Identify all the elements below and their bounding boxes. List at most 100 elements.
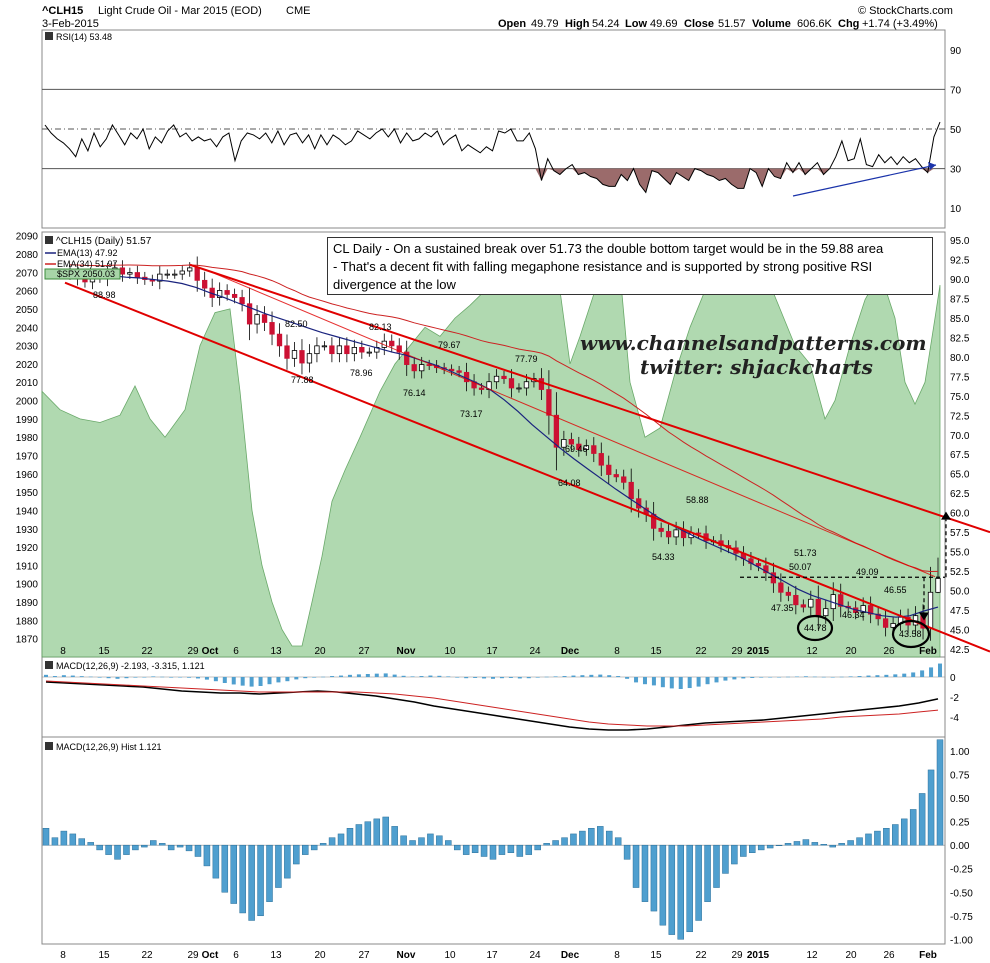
x-tick-label: 22 bbox=[695, 950, 707, 961]
high-value: 54.24 bbox=[592, 18, 620, 30]
x-tick-label: 15 bbox=[650, 646, 662, 657]
hist-bar bbox=[141, 844, 148, 848]
hist-bar bbox=[266, 844, 273, 902]
macd-mini-hist-bar bbox=[437, 675, 442, 677]
annotation-line2: - That's a decent fit with falling megap… bbox=[333, 259, 873, 274]
candle-body bbox=[613, 474, 619, 478]
spx-y-tick: 2090 bbox=[16, 232, 39, 243]
hist-bar bbox=[713, 844, 720, 888]
hist-bar bbox=[927, 769, 935, 846]
hist-bar bbox=[847, 840, 854, 846]
macd-mini-hist-bar bbox=[875, 675, 880, 677]
x-tick-label: 15 bbox=[98, 646, 110, 657]
candle-body bbox=[860, 605, 866, 613]
macd-mini-hist-bar bbox=[607, 675, 612, 677]
macd-mini-hist-bar bbox=[79, 676, 84, 677]
candle-body bbox=[538, 378, 545, 390]
candle-body bbox=[546, 389, 552, 416]
x-tick-label: 27 bbox=[358, 950, 370, 961]
macd-mini-hist-bar bbox=[151, 676, 156, 677]
price-label: 77.79 bbox=[515, 354, 538, 364]
candle-body bbox=[808, 598, 814, 608]
hist-bar bbox=[346, 828, 354, 846]
candle-body bbox=[755, 563, 762, 567]
hist-y-tick: -0.25 bbox=[950, 865, 973, 876]
candle-body bbox=[239, 297, 245, 305]
hist-bar bbox=[525, 844, 533, 855]
macd-mini-hist-bar bbox=[938, 663, 942, 677]
rsi-divergence-arrow bbox=[928, 162, 936, 170]
spx-y-tick: 1870 bbox=[16, 635, 39, 646]
hist-bar bbox=[114, 844, 121, 860]
hist-bar bbox=[757, 844, 765, 851]
x-tick-label: 20 bbox=[845, 950, 857, 961]
candle-body bbox=[404, 351, 410, 365]
candle-body bbox=[276, 333, 283, 347]
candle-body bbox=[179, 270, 185, 275]
macd-mini-hist-bar bbox=[285, 677, 290, 682]
price-y-tick: 42.5 bbox=[950, 645, 970, 656]
hist-y-tick: -0.75 bbox=[950, 912, 973, 923]
price-label: 88.98 bbox=[93, 290, 116, 300]
candle-body bbox=[508, 378, 515, 389]
hist-bar bbox=[78, 838, 86, 846]
price-y-tick: 77.5 bbox=[950, 372, 970, 383]
x-tick-label: 26 bbox=[883, 646, 895, 657]
chart-date: 3-Feb-2015 bbox=[42, 18, 99, 30]
ema13-line bbox=[69, 270, 939, 618]
hist-bar bbox=[355, 824, 363, 846]
hist-bar bbox=[829, 844, 836, 848]
hist-bar bbox=[462, 844, 470, 855]
hist-bar bbox=[802, 839, 810, 846]
hist-bar bbox=[427, 833, 434, 846]
price-y-tick: 90.0 bbox=[950, 275, 970, 286]
x-tick-label: 29 bbox=[731, 950, 743, 961]
rsi-y-tick: 90 bbox=[950, 46, 962, 57]
price-label: 64.08 bbox=[558, 478, 581, 488]
hist-bar bbox=[909, 809, 917, 846]
candle-body bbox=[284, 345, 290, 359]
spx-y-tick: 2080 bbox=[16, 250, 39, 261]
candle-body bbox=[261, 314, 268, 323]
x-tick-label: 12 bbox=[806, 950, 818, 961]
symbol: ^CLH15 bbox=[42, 5, 83, 17]
hist-bar bbox=[489, 844, 497, 860]
macd-mini-hist-bar bbox=[124, 677, 129, 679]
macd-mini-hist-bar bbox=[580, 675, 585, 677]
rsi-line bbox=[44, 121, 941, 194]
spx-y-tick: 1880 bbox=[16, 616, 39, 627]
candle-body bbox=[164, 273, 170, 276]
low-circle-2 bbox=[891, 619, 931, 649]
macd-line bbox=[45, 681, 939, 731]
hist-bar bbox=[275, 844, 282, 888]
macd-mini-hist-bar bbox=[911, 672, 916, 677]
macd-mini-hist-bar bbox=[169, 677, 174, 678]
macd-mini-hist-bar bbox=[768, 677, 773, 678]
macd-mini-hist-bar bbox=[517, 677, 522, 679]
spx-y-tick: 2070 bbox=[16, 268, 39, 279]
x-tick-label: Nov bbox=[397, 646, 416, 657]
hist-bar bbox=[364, 821, 372, 846]
macd-mini-hist-bar bbox=[61, 675, 66, 677]
hist-bar bbox=[257, 844, 264, 917]
macd-mini-hist-bar bbox=[866, 675, 871, 677]
chg-label: Chg bbox=[838, 18, 859, 30]
low-circle-1 bbox=[796, 614, 834, 642]
candle-body bbox=[516, 387, 522, 390]
hist-bar bbox=[158, 843, 166, 846]
candle-body bbox=[868, 605, 874, 615]
candle-body bbox=[359, 347, 365, 353]
candle-body bbox=[673, 529, 679, 538]
macd-mini-hist-bar bbox=[839, 676, 844, 678]
spx-y-tick: 1970 bbox=[16, 451, 39, 462]
hist-bar bbox=[239, 844, 246, 914]
macd-mini-hist-bar bbox=[571, 675, 576, 677]
macd-mini-hist-bar bbox=[929, 667, 934, 677]
annotation-line3: divergence at the low bbox=[333, 277, 456, 292]
low-label: Low bbox=[625, 18, 647, 30]
macd-mini-hist-bar bbox=[884, 674, 889, 677]
hist-bar bbox=[96, 844, 103, 851]
legend-ema13: EMA(13) 47.92 bbox=[57, 248, 118, 258]
x-tick-label: Oct bbox=[202, 950, 219, 961]
price-y-tick: 80.0 bbox=[950, 353, 970, 364]
